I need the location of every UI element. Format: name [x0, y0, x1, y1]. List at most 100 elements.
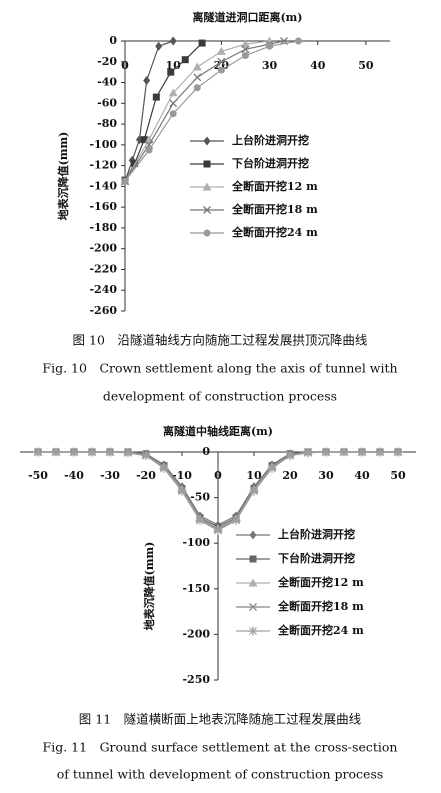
- marker: [249, 530, 257, 540]
- marker: [217, 66, 225, 74]
- marker: [321, 447, 331, 457]
- caption: Fig. 10 Crown settlement along the axis …: [42, 361, 397, 376]
- y-tick-label: -160: [89, 200, 117, 213]
- y-tick-label: -60: [97, 96, 117, 109]
- marker: [248, 626, 258, 636]
- x-tick-label: 50: [358, 59, 374, 72]
- marker: [216, 46, 226, 55]
- legend-label: 全断面开挖24 m: [277, 623, 364, 637]
- marker: [105, 447, 115, 457]
- y-tick-label: -120: [89, 159, 117, 172]
- legend-label: 上台阶进洞开挖: [232, 133, 309, 147]
- marker: [168, 88, 178, 97]
- marker: [192, 62, 202, 71]
- series-line: [124, 40, 299, 182]
- marker: [33, 447, 43, 457]
- x-tick-label: -40: [64, 469, 84, 482]
- y-axis-title: 地表沉降值(mm): [142, 542, 156, 631]
- legend-label: 下台阶进洞开挖: [232, 156, 309, 170]
- marker: [393, 447, 403, 457]
- x-axis-title: 离隧道中轴线距离(m): [163, 424, 273, 438]
- marker: [141, 451, 151, 461]
- x-tick-label: 30: [262, 59, 278, 72]
- x-tick-label: 10: [246, 469, 262, 482]
- y-tick-label: -80: [97, 117, 117, 130]
- marker: [198, 39, 206, 47]
- marker: [249, 555, 257, 563]
- marker: [375, 447, 385, 457]
- y-tick-label: 0: [109, 34, 117, 47]
- y-tick-label: -50: [190, 491, 210, 504]
- marker: [203, 136, 211, 146]
- marker: [169, 99, 178, 108]
- y-tick-label: -40: [97, 76, 117, 89]
- marker: [203, 229, 211, 237]
- y-tick-label: -100: [182, 536, 210, 549]
- marker: [303, 448, 313, 458]
- marker: [193, 73, 202, 82]
- legend-label: 全断面开挖18 m: [277, 599, 364, 613]
- marker: [143, 75, 151, 85]
- marker: [285, 451, 295, 461]
- marker: [195, 515, 205, 525]
- x-tick-label: 0: [121, 59, 129, 72]
- marker: [213, 525, 223, 535]
- legend-label: 全断面开挖18 m: [231, 202, 318, 216]
- marker: [203, 160, 211, 168]
- y-tick-label: -240: [89, 283, 117, 296]
- marker: [87, 447, 97, 457]
- y-tick-label: -200: [89, 242, 117, 255]
- x-tick-label: 50: [390, 469, 406, 482]
- x-tick-label: -50: [28, 469, 48, 482]
- marker: [248, 578, 258, 587]
- marker: [152, 93, 160, 101]
- y-axis-title: 地表沉降值(mm): [56, 132, 70, 221]
- marker: [123, 448, 133, 458]
- marker: [169, 36, 177, 46]
- marker: [159, 463, 169, 473]
- marker: [249, 486, 259, 496]
- legend-label: 全断面开挖24 m: [231, 225, 318, 239]
- legend-label: 全断面开挖12 m: [231, 179, 318, 193]
- marker: [167, 68, 175, 76]
- marker: [266, 42, 274, 50]
- y-tick-label: 0: [202, 445, 210, 458]
- caption: Fig. 11 Ground surface settlement at the…: [43, 740, 398, 755]
- marker: [121, 177, 129, 185]
- y-tick-label: -100: [89, 138, 117, 151]
- caption: of tunnel with development of constructi…: [57, 767, 384, 782]
- x-axis-title: 离隧道进洞口距离(m): [192, 10, 302, 24]
- y-tick-label: -150: [182, 582, 210, 595]
- marker: [231, 515, 241, 525]
- marker: [241, 52, 249, 60]
- caption: 图 11 隧道横断面上地表沉降随施工过程发展曲线: [79, 712, 362, 727]
- marker: [155, 41, 163, 51]
- caption: development of construction process: [103, 389, 337, 404]
- marker: [51, 447, 61, 457]
- x-tick-label: -10: [172, 469, 192, 482]
- legend-label: 下台阶进洞开挖: [278, 551, 355, 565]
- marker: [217, 57, 226, 66]
- y-tick-label: -220: [89, 262, 117, 275]
- y-tick-label: -260: [89, 304, 117, 317]
- marker: [339, 447, 349, 457]
- y-tick-label: -180: [89, 221, 117, 234]
- y-tick-label: -140: [89, 179, 117, 192]
- x-tick-label: 40: [310, 59, 326, 72]
- legend-label: 上台阶进洞开挖: [278, 527, 355, 541]
- marker: [69, 447, 79, 457]
- x-tick-label: -20: [136, 469, 156, 482]
- marker: [140, 136, 148, 144]
- caption: 图 10 沿隧道轴线方向随施工过程发展拱顶沉降曲线: [73, 333, 368, 348]
- marker: [240, 39, 250, 48]
- x-tick-label: 20: [214, 59, 230, 72]
- legend-label: 全断面开挖12 m: [277, 575, 364, 589]
- marker: [203, 206, 211, 214]
- x-tick-label: 20: [282, 469, 298, 482]
- y-tick-label: -20: [97, 55, 117, 68]
- y-tick-label: -250: [182, 673, 210, 686]
- x-tick-label: 40: [354, 469, 370, 482]
- marker: [241, 45, 250, 54]
